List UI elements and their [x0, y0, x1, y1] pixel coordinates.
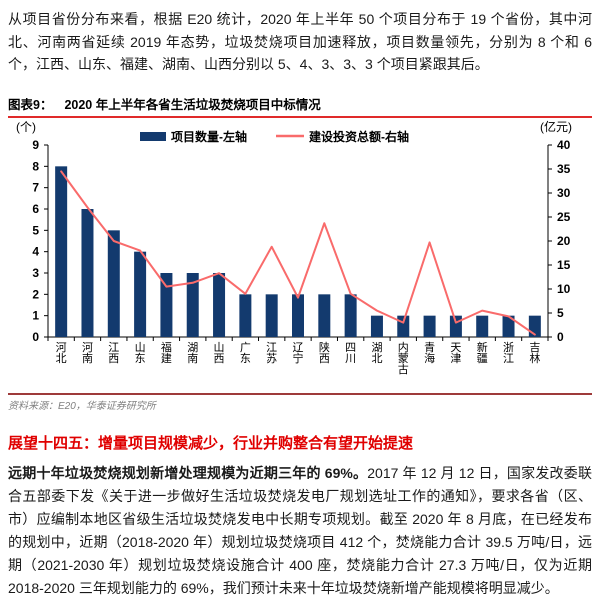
left-axis-tick-label: 1	[32, 308, 39, 322]
chart-canvas: (个) (亿元) 项目数量-左轴 建设投资总额-右轴 0 1 2 3 4 5 6 7 8 9 0 5 10 15 2…	[16, 119, 572, 376]
left-axis-tick-label: 6	[32, 202, 39, 216]
x-axis-category-label: 内蒙古	[398, 340, 409, 376]
figure-bottom-rule	[8, 392, 592, 395]
right-axis-unit-label: (亿元)	[540, 119, 572, 134]
bar-青海	[423, 315, 436, 337]
x-axis-category-label: 河南	[82, 341, 93, 365]
bar-福建	[160, 272, 173, 337]
body-paragraph-lead: 远期十年垃圾焚烧规划新增处理规模为近期三年的 69%。	[8, 464, 368, 481]
x-axis-category-label: 山东	[135, 341, 146, 365]
bar-湖北	[370, 315, 383, 337]
incineration-projects-chart: (个) (亿元) 项目数量-左轴 建设投资总额-右轴 0 1 2 3 4 5 6 7 8 9 0 5 10 15 2…	[8, 118, 592, 391]
bar-新疆	[476, 315, 489, 337]
right-axis-tick-label: 20	[557, 234, 571, 248]
x-axis-category-label: 湖北	[371, 341, 382, 365]
right-axis-tick-label: 40	[557, 138, 571, 152]
bar-河北	[55, 165, 68, 337]
bar-天津	[449, 315, 462, 337]
figure-label: 图表9：	[8, 97, 53, 112]
left-axis-tick-label: 2	[32, 287, 39, 301]
x-axis-category-label: 四川	[345, 342, 356, 365]
x-axis-category-label: 辽宁	[293, 341, 304, 365]
x-axis-category-label: 新疆	[477, 340, 488, 365]
x-axis-category-label: 天津	[450, 342, 461, 365]
x-axis-category-label: 青海	[424, 341, 435, 365]
right-axis-tick-label: 5	[557, 306, 564, 320]
right-axis-tick-label: 0	[557, 330, 564, 344]
x-axis-category-label: 江西	[108, 341, 119, 365]
x-axis-category-label: 河北	[56, 341, 67, 365]
bar-山西	[213, 272, 226, 337]
left-axis-tick-label: 8	[32, 159, 39, 173]
bar-河南	[81, 208, 94, 337]
x-axis-category-label: 山西	[214, 341, 225, 365]
x-axis-category-label: 江苏	[266, 341, 277, 365]
bar-广东	[239, 293, 252, 337]
right-axis-tick-label: 30	[557, 186, 571, 200]
x-axis-category-label: 湖南	[187, 341, 198, 365]
left-axis-tick-label: 0	[32, 330, 39, 344]
x-axis-category-label: 福建	[161, 340, 172, 365]
bar-山东	[134, 251, 147, 337]
x-axis-category-label: 陕西	[319, 340, 330, 365]
bar-江苏	[265, 293, 278, 337]
left-axis-tick-label: 3	[32, 266, 39, 280]
left-axis-unit-label: (个)	[16, 120, 36, 134]
figure-source: 资料来源：E20，华泰证券研究所	[8, 400, 156, 412]
right-axis-tick-label: 35	[557, 162, 571, 176]
right-axis-tick-label: 15	[557, 258, 571, 272]
section-heading: 展望十四五：增量项目规模减少，行业并购整合有望开始提速	[8, 434, 414, 452]
bar-内蒙古	[397, 315, 410, 337]
legend-bar-label: 项目数量-左轴	[171, 129, 247, 144]
bar-浙江	[502, 315, 515, 337]
figure-header: 图表9： 2020 年上半年各省生活垃圾焚烧项目中标情况	[8, 97, 592, 113]
legend-line-label: 建设投资总额-右轴	[308, 129, 409, 144]
left-axis-tick-label: 7	[32, 180, 39, 194]
left-axis-tick-label: 5	[32, 223, 39, 237]
body-paragraph: 远期十年垃圾焚烧规划新增处理规模为近期三年的 69%。2017 年 12 月 1…	[8, 462, 592, 600]
right-axis-tick-label: 10	[557, 282, 571, 296]
figure-title: 2020 年上半年各省生活垃圾焚烧项目中标情况	[64, 97, 321, 112]
investment-line	[60, 169, 536, 336]
intro-paragraph: 从项目省份分布来看，根据 E20 统计，2020 年上半年 50 个项目分布于 …	[8, 11, 592, 72]
bar-湖南	[186, 272, 199, 337]
bar-江西	[107, 229, 120, 337]
body-paragraph-rest: 2017 年 12 月 12 日，国家发改委联合五部委下发《关于进一步做好生活垃…	[8, 464, 592, 596]
bar-辽宁	[292, 293, 304, 337]
left-axis-tick-label: 9	[32, 138, 39, 152]
bar-四川	[344, 293, 357, 337]
bar-陕西	[318, 293, 331, 337]
x-axis-category-label: 浙江	[503, 341, 514, 365]
right-axis-tick-label: 25	[557, 210, 571, 224]
x-axis-category-label: 吉林	[529, 341, 540, 365]
legend-bar-swatch	[140, 131, 166, 141]
figure-title-underline	[8, 115, 592, 118]
left-axis-tick-label: 4	[32, 244, 39, 258]
x-axis-category-label: 广东	[240, 341, 251, 365]
